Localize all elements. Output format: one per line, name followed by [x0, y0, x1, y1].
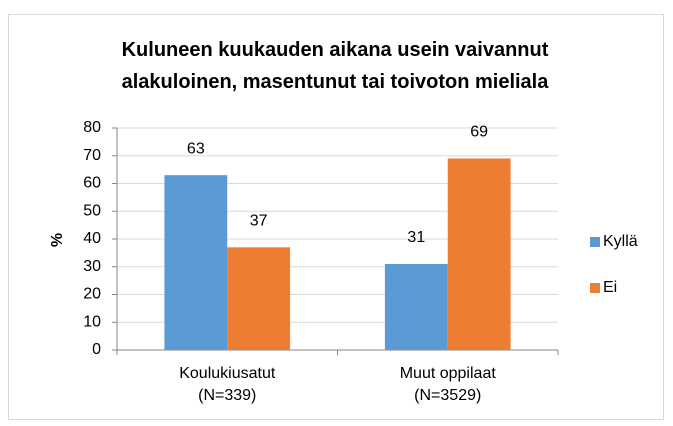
- legend-swatch: [590, 237, 600, 247]
- y-tick-label: 80: [83, 119, 101, 136]
- y-axis-label: %: [49, 233, 66, 247]
- legend-label: Ei: [603, 279, 617, 296]
- bar: [164, 175, 228, 350]
- x-tick-label: Muut oppilaat (N=3529): [399, 365, 496, 404]
- y-tick-label: 40: [83, 230, 101, 247]
- x-tick-label: Koulukiusatut (N=339): [179, 365, 276, 404]
- legend-swatch: [590, 283, 600, 293]
- data-label: 63: [187, 140, 205, 157]
- y-tick-label: 60: [83, 175, 101, 192]
- y-tick-label: 70: [83, 147, 101, 164]
- bar: [447, 158, 511, 350]
- data-label: 69: [470, 124, 488, 141]
- data-label: 37: [250, 213, 268, 230]
- bar: [227, 247, 291, 350]
- y-tick-label: 0: [92, 341, 101, 358]
- chart-title: Kuluneen kuukauden aikana usein vaivannu…: [121, 39, 549, 93]
- data-label: 31: [407, 229, 425, 246]
- y-tick-label: 10: [83, 313, 101, 330]
- y-tick-label: 20: [83, 286, 101, 303]
- chart-border: [8, 14, 664, 420]
- bar: [384, 263, 448, 350]
- y-tick-label: 50: [83, 202, 101, 219]
- legend-label: Kyllä: [603, 233, 638, 250]
- y-tick-label: 30: [83, 258, 101, 275]
